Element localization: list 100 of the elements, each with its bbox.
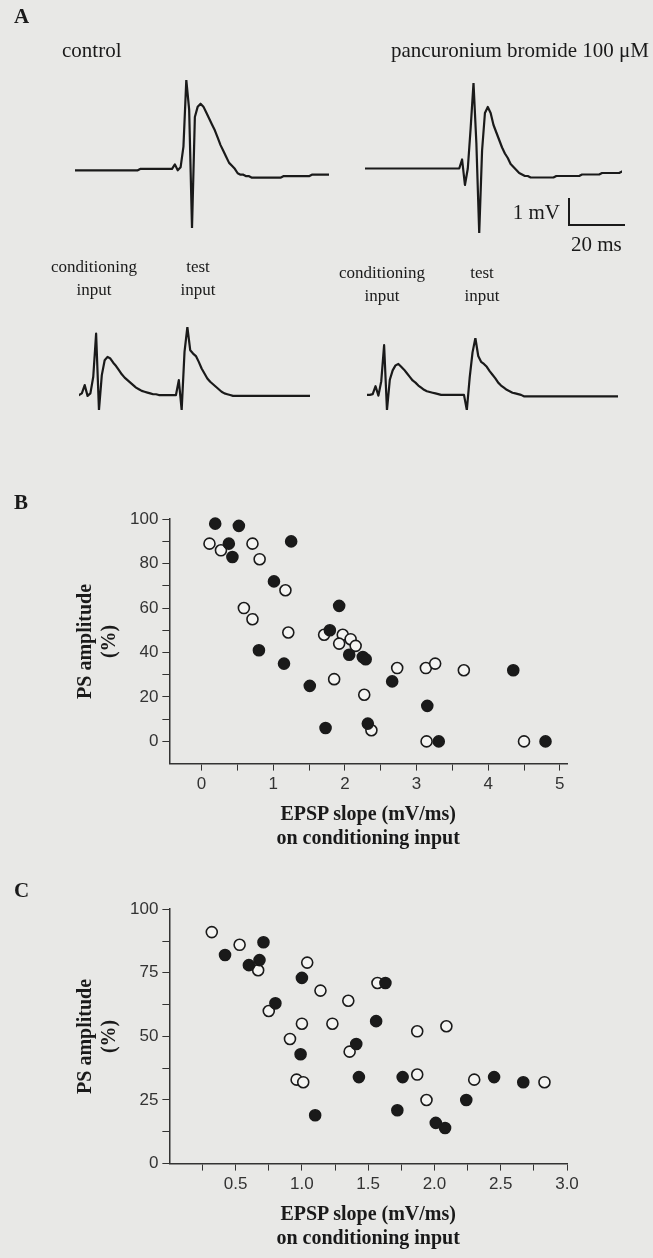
y-tick-label: 100 xyxy=(129,508,159,528)
x-axis-title: EPSP slope (mV/ms) on conditioning input xyxy=(276,1202,461,1250)
y-tick-label: 40 xyxy=(139,642,159,662)
y-tick-label: 25 xyxy=(139,1089,159,1109)
point xyxy=(538,1075,551,1089)
x-tick-label: 1.5 xyxy=(356,1174,380,1194)
text: test input xyxy=(180,256,216,301)
point xyxy=(269,997,282,1010)
point xyxy=(205,925,219,939)
text: A xyxy=(14,4,30,29)
point xyxy=(385,675,399,688)
x-tick-label: 0.5 xyxy=(223,1174,248,1194)
y-tick-label: 0 xyxy=(148,1153,159,1173)
point xyxy=(396,1070,409,1084)
point xyxy=(506,663,520,677)
point xyxy=(342,994,355,1008)
text: conditioning input xyxy=(51,256,137,301)
point xyxy=(432,735,446,748)
x-tick-label: 5 xyxy=(555,774,565,794)
point xyxy=(294,1047,307,1061)
point xyxy=(343,1045,356,1058)
point xyxy=(438,1121,452,1135)
x-tick-label: 1.0 xyxy=(290,1174,314,1194)
x-tick-label: 4 xyxy=(483,774,493,794)
y-tick-label: 20 xyxy=(139,686,159,706)
point xyxy=(326,1017,339,1030)
text: conditioning input xyxy=(339,262,425,307)
point xyxy=(277,657,291,670)
point xyxy=(361,717,375,730)
point xyxy=(314,984,327,997)
point xyxy=(253,953,266,967)
point xyxy=(332,599,346,613)
point xyxy=(517,735,531,748)
point xyxy=(203,537,216,550)
point xyxy=(457,663,471,677)
x-axis-title: EPSP slope (mV/ms) on conditioning input xyxy=(276,802,461,850)
point xyxy=(319,721,332,735)
point xyxy=(410,1025,424,1038)
point xyxy=(296,1075,310,1089)
point xyxy=(357,688,371,702)
point xyxy=(284,535,298,548)
point xyxy=(214,544,228,557)
y-tick-label: 75 xyxy=(139,962,159,982)
point xyxy=(342,648,356,662)
point xyxy=(459,1093,473,1107)
point xyxy=(308,1108,322,1122)
y-tick-label: 50 xyxy=(139,1026,159,1046)
text: test input xyxy=(464,262,500,307)
point xyxy=(282,626,295,639)
point xyxy=(391,1103,404,1117)
point xyxy=(257,935,270,949)
point xyxy=(349,639,362,653)
y-tick-label: 80 xyxy=(139,553,159,573)
chart-title: pancuronium bromide 100 μM xyxy=(391,38,649,63)
point xyxy=(428,657,442,670)
point xyxy=(467,1073,481,1086)
point xyxy=(295,971,309,985)
x-tick-label: 2 xyxy=(340,774,350,794)
point xyxy=(267,575,281,588)
annotation: 1 mV xyxy=(512,200,560,225)
point xyxy=(352,1070,366,1084)
point xyxy=(279,584,292,597)
chart-title: control xyxy=(62,38,122,63)
y-axis-title: PS amplitude (%) xyxy=(73,978,121,1094)
annotation: 20 ms xyxy=(571,232,622,257)
point xyxy=(226,550,239,564)
point xyxy=(242,958,256,972)
point xyxy=(253,552,266,566)
point xyxy=(208,517,222,530)
point xyxy=(419,661,433,675)
point xyxy=(303,679,317,693)
x-tick-label: 0 xyxy=(196,774,207,794)
text: B xyxy=(14,490,29,515)
point xyxy=(218,948,232,962)
point xyxy=(410,1068,424,1081)
text: C xyxy=(14,878,30,903)
point xyxy=(283,1032,297,1046)
point xyxy=(420,699,434,713)
x-tick-label: 3.0 xyxy=(555,1174,579,1194)
point xyxy=(440,1019,453,1033)
y-tick-label: 0 xyxy=(148,731,159,751)
point xyxy=(246,537,259,550)
point xyxy=(233,938,246,952)
point xyxy=(222,537,236,550)
point xyxy=(332,637,346,650)
y-tick-label: 60 xyxy=(139,597,159,617)
point xyxy=(295,1017,309,1030)
point xyxy=(539,735,552,748)
point xyxy=(429,1116,443,1130)
point xyxy=(349,1037,363,1051)
point xyxy=(300,956,314,969)
point xyxy=(420,735,433,748)
point xyxy=(390,661,404,675)
point xyxy=(252,643,266,657)
point xyxy=(420,1093,433,1107)
point xyxy=(246,612,259,626)
point xyxy=(237,601,251,615)
point xyxy=(487,1070,501,1084)
point xyxy=(327,672,341,686)
x-tick-label: 3 xyxy=(411,774,422,794)
